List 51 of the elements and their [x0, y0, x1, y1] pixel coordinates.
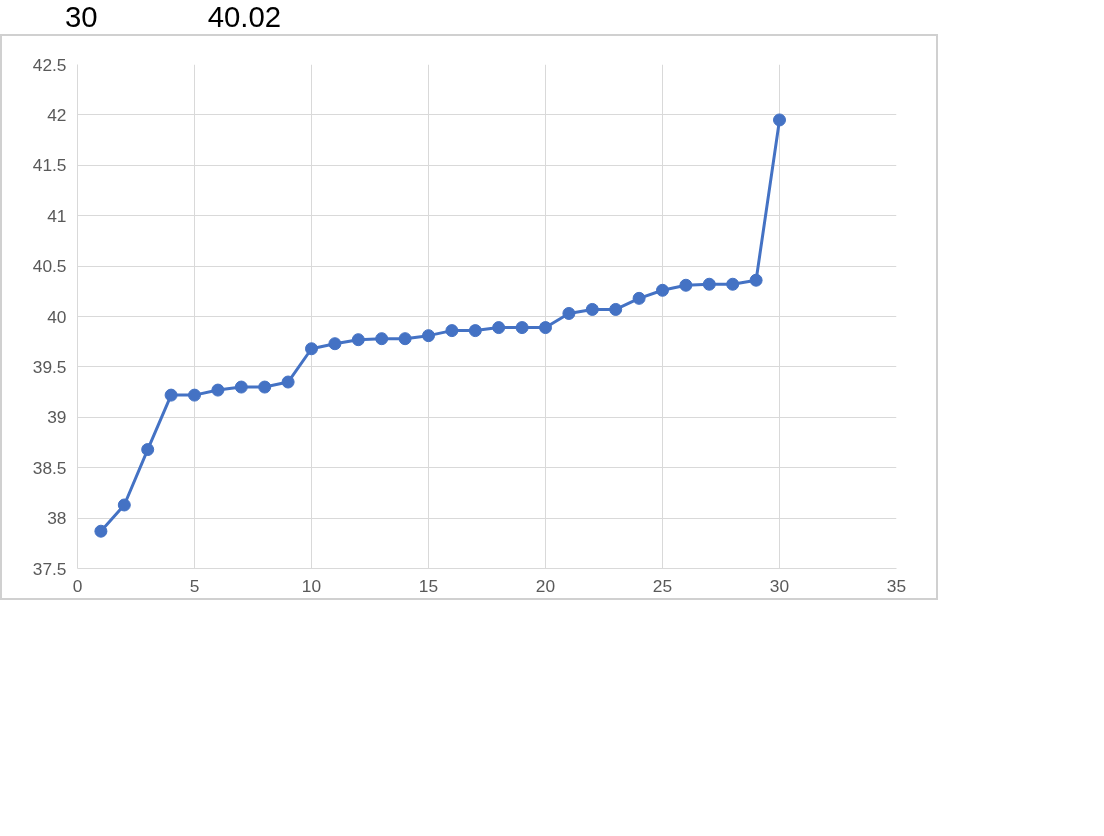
point [164, 388, 178, 402]
y-tick-label: 38.5 [32, 457, 67, 478]
x-tick-label: 0 [72, 575, 83, 596]
x-tick-label: 30 [769, 575, 790, 596]
y-tick-label: 42 [47, 104, 67, 125]
point [351, 333, 365, 347]
point [211, 383, 225, 397]
y-tick-label: 42.5 [32, 54, 67, 75]
x-tick-label: 35 [886, 575, 907, 596]
point [422, 329, 435, 343]
y-tick-label: 37.5 [32, 558, 67, 579]
point [305, 342, 318, 356]
y-tick-label: 40.5 [32, 256, 67, 277]
point [445, 324, 459, 338]
point [632, 291, 646, 305]
point [679, 278, 693, 292]
point [375, 332, 389, 346]
x-tick-label: 10 [301, 575, 322, 596]
point [539, 321, 552, 335]
point [258, 380, 272, 394]
point [398, 332, 412, 346]
point [585, 302, 599, 316]
y-tick-label: 41 [47, 205, 67, 226]
point [234, 380, 248, 394]
point [702, 277, 716, 291]
y-tick-label: 38 [47, 508, 67, 529]
point [328, 337, 342, 351]
x-tick-label: 25 [652, 575, 673, 596]
point [492, 321, 506, 335]
point [656, 283, 669, 297]
point [94, 524, 108, 538]
text: 40.02 [207, 0, 282, 33]
point [515, 321, 529, 335]
point [749, 273, 763, 287]
point [609, 302, 623, 316]
point [562, 306, 576, 320]
point [188, 388, 201, 402]
y-tick-label: 39 [47, 407, 67, 428]
point [117, 498, 131, 512]
y-tick-label: 39.5 [32, 356, 67, 377]
x-tick-label: 20 [535, 575, 556, 596]
point [726, 277, 740, 291]
y-tick-label: 41.5 [32, 155, 67, 176]
point [281, 375, 295, 389]
point [773, 113, 786, 127]
y-tick-label: 40 [47, 306, 67, 327]
text: 30 [65, 0, 98, 33]
point [141, 443, 155, 457]
point [468, 324, 482, 338]
x-tick-label: 15 [418, 575, 439, 596]
x-tick-label: 5 [189, 575, 200, 596]
